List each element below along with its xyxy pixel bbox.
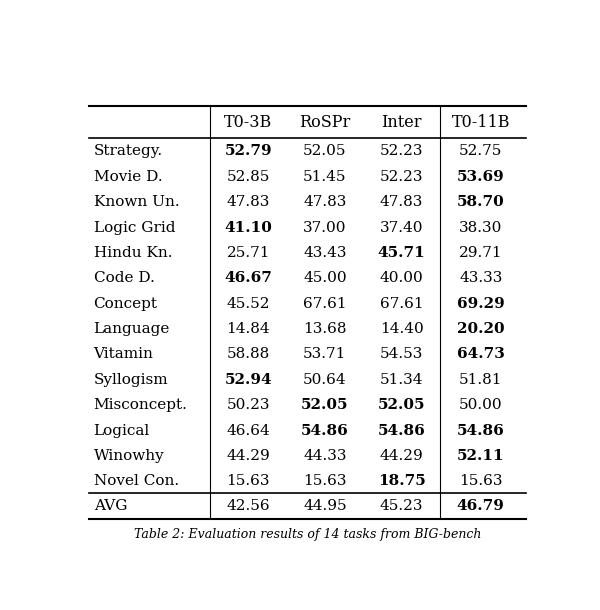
Text: 52.23: 52.23 (380, 170, 424, 184)
Text: 50.00: 50.00 (459, 398, 503, 412)
Text: 46.67: 46.67 (224, 271, 272, 285)
Text: Vitamin: Vitamin (94, 348, 154, 361)
Text: 50.23: 50.23 (226, 398, 270, 412)
Text: 54.53: 54.53 (380, 348, 424, 361)
Text: RoSPr: RoSPr (299, 114, 350, 131)
Text: 52.11: 52.11 (457, 449, 505, 463)
Text: 43.33: 43.33 (459, 271, 502, 285)
Text: Code D.: Code D. (94, 271, 154, 285)
Text: 46.64: 46.64 (226, 423, 270, 437)
Text: 14.40: 14.40 (380, 322, 424, 336)
Text: Misconcept.: Misconcept. (94, 398, 187, 412)
Text: 44.33: 44.33 (303, 449, 347, 463)
Text: 52.79: 52.79 (224, 145, 272, 159)
Text: 54.86: 54.86 (457, 423, 505, 437)
Text: 46.79: 46.79 (457, 500, 505, 514)
Text: 45.71: 45.71 (378, 246, 425, 260)
Text: 52.94: 52.94 (224, 373, 272, 387)
Text: 25.71: 25.71 (226, 246, 270, 260)
Text: 45.52: 45.52 (226, 296, 270, 310)
Text: 29.71: 29.71 (459, 246, 503, 260)
Text: 58.88: 58.88 (227, 348, 270, 361)
Text: 53.71: 53.71 (303, 348, 347, 361)
Text: T0-11B: T0-11B (451, 114, 510, 131)
Text: Table 2: Evaluation results of 14 tasks from BIG-bench: Table 2: Evaluation results of 14 tasks … (134, 528, 481, 540)
Text: 45.23: 45.23 (380, 500, 424, 514)
Text: Hindu Kn.: Hindu Kn. (94, 246, 172, 260)
Text: 44.29: 44.29 (380, 449, 424, 463)
Text: Language: Language (94, 322, 170, 336)
Text: 14.84: 14.84 (226, 322, 270, 336)
Text: 15.63: 15.63 (226, 474, 270, 488)
Text: 54.86: 54.86 (378, 423, 425, 437)
Text: 47.83: 47.83 (227, 195, 270, 209)
Text: 43.43: 43.43 (303, 246, 347, 260)
Text: 52.23: 52.23 (380, 145, 424, 159)
Text: 53.69: 53.69 (457, 170, 505, 184)
Text: Inter: Inter (382, 114, 422, 131)
Text: Novel Con.: Novel Con. (94, 474, 179, 488)
Text: 52.75: 52.75 (459, 145, 502, 159)
Text: T0-3B: T0-3B (224, 114, 272, 131)
Text: 67.61: 67.61 (303, 296, 347, 310)
Text: 38.30: 38.30 (459, 221, 502, 235)
Text: 67.61: 67.61 (380, 296, 424, 310)
Text: 42.56: 42.56 (226, 500, 270, 514)
Text: 58.70: 58.70 (457, 195, 505, 209)
Text: 15.63: 15.63 (303, 474, 347, 488)
Text: 47.83: 47.83 (303, 195, 347, 209)
Text: 52.05: 52.05 (301, 398, 349, 412)
Text: 44.95: 44.95 (303, 500, 347, 514)
Text: Syllogism: Syllogism (94, 373, 168, 387)
Text: 37.40: 37.40 (380, 221, 424, 235)
Text: 40.00: 40.00 (380, 271, 424, 285)
Text: 20.20: 20.20 (457, 322, 505, 336)
Text: 45.00: 45.00 (303, 271, 347, 285)
Text: 52.05: 52.05 (303, 145, 347, 159)
Text: Winowhy: Winowhy (94, 449, 164, 463)
Text: 44.29: 44.29 (226, 449, 270, 463)
Text: 51.34: 51.34 (380, 373, 424, 387)
Text: 52.85: 52.85 (227, 170, 270, 184)
Text: 47.83: 47.83 (380, 195, 424, 209)
Text: Logic Grid: Logic Grid (94, 221, 175, 235)
Text: Known Un.: Known Un. (94, 195, 179, 209)
Text: 51.81: 51.81 (459, 373, 502, 387)
Text: 41.10: 41.10 (224, 221, 272, 235)
Text: 51.45: 51.45 (303, 170, 347, 184)
Text: 50.64: 50.64 (303, 373, 347, 387)
Text: Movie D.: Movie D. (94, 170, 162, 184)
Text: Concept: Concept (94, 296, 158, 310)
Text: 69.29: 69.29 (457, 296, 505, 310)
Text: 18.75: 18.75 (378, 474, 425, 488)
Text: 64.73: 64.73 (457, 348, 505, 361)
Text: AVG: AVG (94, 500, 127, 514)
Text: 15.63: 15.63 (459, 474, 502, 488)
Text: 13.68: 13.68 (303, 322, 347, 336)
Text: 52.05: 52.05 (378, 398, 425, 412)
Text: Strategy.: Strategy. (94, 145, 163, 159)
Text: 37.00: 37.00 (303, 221, 347, 235)
Text: 54.86: 54.86 (301, 423, 349, 437)
Text: Logical: Logical (94, 423, 150, 437)
